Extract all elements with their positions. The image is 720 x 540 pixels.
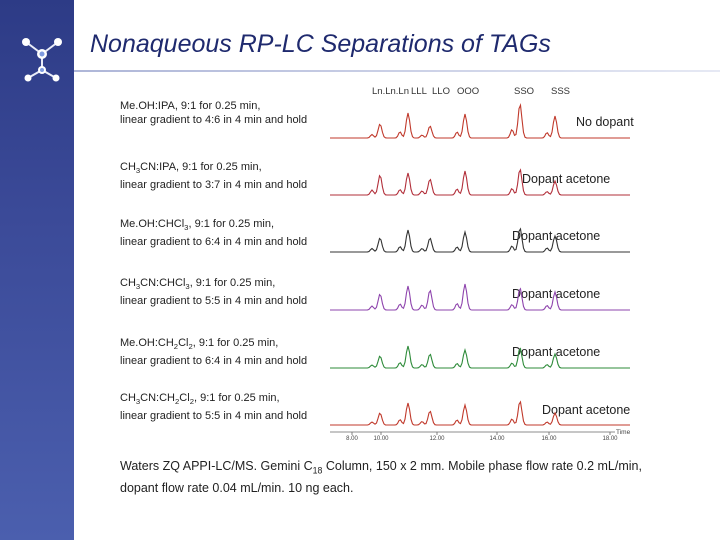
solvent-name: CH3CN:CH2Cl2 <box>120 392 194 407</box>
solvent-name: CH3CN:IPA <box>120 161 177 176</box>
condition-gradient: linear gradient to 5:5 in 4 min and hold <box>120 295 308 308</box>
solvent-name: Me.OH:CH2Cl2 <box>120 337 193 352</box>
condition-label: CH3CN:CHCl3, 9:1 for 0.25 min, linear gr… <box>120 276 307 308</box>
condition-detail: , 9:1 for 0.25 min, <box>192 337 279 349</box>
condition-label: Me.OH:CHCl3, 9:1 for 0.25 min, linear gr… <box>120 217 307 249</box>
title-divider <box>74 70 720 72</box>
condition-detail: , 9:1 for 0.25 min, <box>174 100 261 112</box>
slide-sidebar <box>0 0 74 540</box>
chromatogram-trace <box>330 227 630 253</box>
time-axis-tick-label: 14.00 <box>489 436 505 440</box>
footnote: Waters ZQ APPI-LC/MS. Gemini C18 Column,… <box>120 458 660 497</box>
time-axis-tick-label: 18.00 <box>602 436 618 440</box>
condition-detail: , 9:1 for 0.25 min, <box>176 161 262 173</box>
compound-label: LLL <box>411 86 427 97</box>
chromatogram-trace <box>330 345 630 369</box>
footnote-text: Waters ZQ APPI-LC/MS. Gemini C <box>120 459 313 473</box>
compound-label: OOO <box>457 86 480 97</box>
dopant-label: Dopant acetone <box>512 229 601 243</box>
condition-gradient: linear gradient to 6:4 in 4 min and hold <box>120 236 308 249</box>
chromatogram-trace <box>330 103 630 139</box>
condition-detail: , 9:1 for 0.25 min, <box>188 218 275 230</box>
chromatogram-trace <box>330 283 630 311</box>
condition-label: Me.OH:CH2Cl2, 9:1 for 0.25 min, linear g… <box>120 336 307 368</box>
condition-detail: , 9:1 for 0.25 min, <box>193 392 280 404</box>
condition-label: CH3CN:IPA, 9:1 for 0.25 min, linear grad… <box>120 160 307 192</box>
compound-label: SSS <box>551 86 571 97</box>
footnote-subscript: 18 <box>312 465 323 476</box>
condition-gradient: linear gradient to 5:5 in 4 min and hold <box>120 410 308 423</box>
condition-gradient: linear gradient to 4:6 in 4 min and hold <box>120 114 308 126</box>
footnote-text: Column, 150 x 2 mm. Mobile phase flow ra… <box>120 459 642 495</box>
condition-detail: , 9:1 for 0.25 min, <box>189 277 276 289</box>
time-axis-tick-label: 16.00 <box>541 436 557 440</box>
chromatogram-trace <box>330 168 630 196</box>
time-axis-tick-label: 10.00 <box>373 436 389 440</box>
time-axis-tick-label: 12.00 <box>429 436 445 440</box>
compound-label: SSO <box>514 86 535 97</box>
compound-label: Ln.Ln.Ln <box>372 86 409 97</box>
time-axis-label: Time <box>616 429 631 436</box>
solvent-name: Me.OH:IPA <box>120 100 175 112</box>
solvent-name: Me.OH:CHCl3 <box>120 218 189 233</box>
compound-label: LLO <box>432 86 450 97</box>
dopant-label: Dopant acetone <box>522 172 611 186</box>
molecule-logo-icon <box>22 38 62 82</box>
time-axis-tick-label: 8.00 <box>346 436 358 440</box>
slide-title: Nonaqueous RP-LC Separations of TAGs <box>90 30 551 58</box>
condition-label: Me.OH:IPA, 9:1 for 0.25 min, linear grad… <box>120 99 307 127</box>
chromatogram-trace <box>330 400 630 426</box>
condition-label: CH3CN:CH2Cl2, 9:1 for 0.25 min, linear g… <box>120 391 307 423</box>
condition-gradient: linear gradient to 3:7 in 4 min and hold <box>120 179 308 192</box>
condition-gradient: linear gradient to 6:4 in 4 min and hold <box>120 355 308 368</box>
dopant-label: Dopant acetone <box>512 345 601 359</box>
dopant-label: No dopant <box>576 115 634 129</box>
dopant-label: Dopant acetone <box>542 403 631 417</box>
solvent-name: CH3CN:CHCl3 <box>120 277 190 292</box>
